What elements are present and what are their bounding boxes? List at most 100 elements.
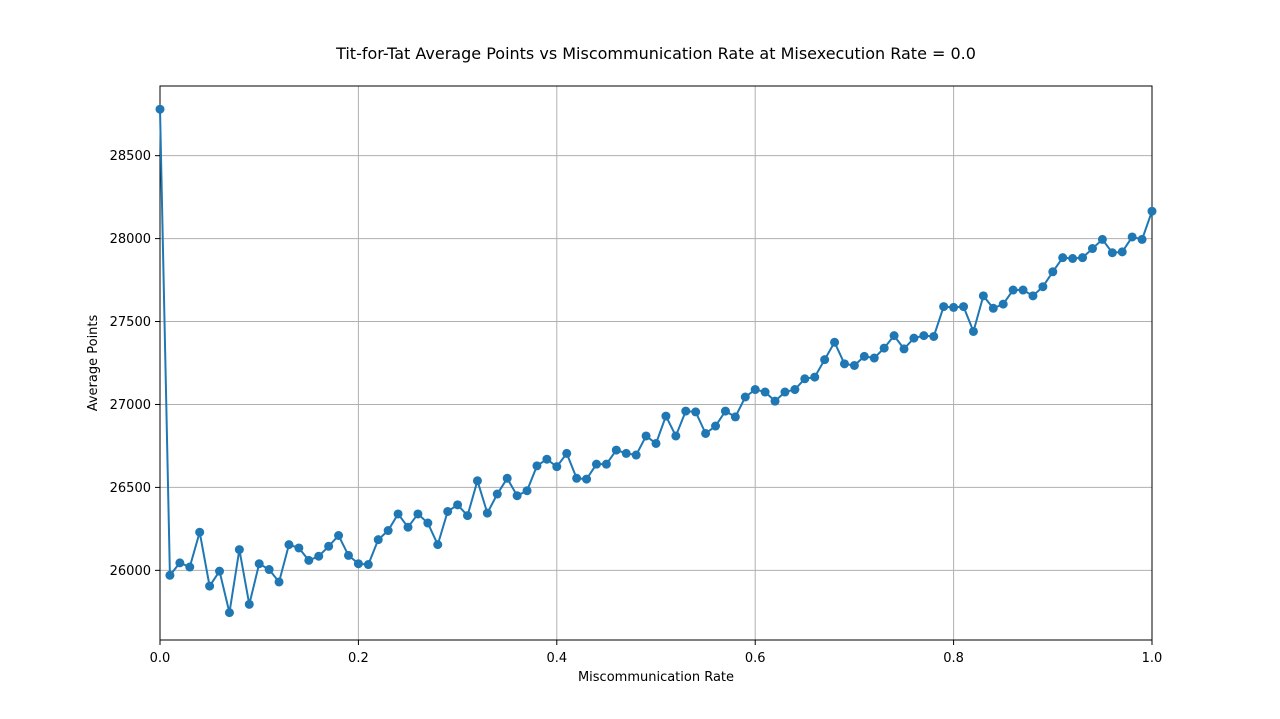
data-point	[949, 302, 959, 312]
data-point	[790, 385, 800, 395]
data-point	[572, 473, 582, 483]
data-point	[1008, 285, 1018, 295]
data-point	[1058, 253, 1068, 263]
data-point	[1068, 254, 1078, 263]
data-point	[502, 473, 512, 483]
data-point	[512, 491, 522, 501]
data-point	[1127, 232, 1137, 242]
data-point	[453, 500, 463, 510]
data-point	[770, 396, 780, 406]
x-tick-label: 0.4	[546, 651, 567, 666]
data-point	[889, 331, 899, 341]
data-point	[671, 431, 681, 441]
data-point	[562, 448, 572, 458]
data-point	[552, 462, 562, 472]
data-point	[393, 509, 403, 519]
y-tick-label: 26500	[110, 481, 151, 496]
y-axis-label: Average Points	[86, 314, 101, 411]
data-point	[403, 522, 413, 532]
data-point	[730, 412, 740, 422]
data-point	[760, 387, 770, 397]
y-tick-label: 27500	[110, 315, 151, 330]
data-point	[720, 406, 730, 416]
data-point	[1137, 234, 1147, 244]
data-point	[165, 570, 175, 580]
data-point	[274, 577, 284, 587]
data-point	[750, 385, 760, 395]
data-point	[482, 508, 492, 518]
data-point	[294, 543, 304, 553]
data-point	[334, 531, 344, 540]
x-tick-label: 0.2	[348, 651, 369, 666]
y-tick-label: 28500	[110, 149, 151, 164]
y-tick-label: 28000	[110, 232, 151, 247]
data-point	[909, 333, 919, 343]
data-point	[224, 608, 234, 618]
data-point	[899, 344, 909, 354]
data-point	[383, 526, 393, 536]
data-point	[304, 555, 314, 565]
data-point	[244, 599, 254, 609]
series-line	[159, 109, 1153, 613]
data-point	[849, 360, 859, 370]
data-point	[373, 535, 383, 545]
data-point	[651, 438, 661, 448]
data-point	[324, 541, 334, 551]
data-point	[830, 337, 840, 347]
data-point	[800, 374, 810, 384]
data-point	[701, 428, 711, 438]
data-point	[443, 506, 453, 516]
data-point	[691, 407, 701, 417]
data-point	[939, 302, 949, 312]
chart-title: Tit-for-Tat Average Points vs Miscommuni…	[335, 44, 976, 63]
data-point	[472, 476, 482, 486]
data-point	[661, 411, 671, 421]
data-point	[611, 445, 621, 455]
data-point	[1048, 267, 1058, 277]
data-point	[413, 509, 423, 519]
data-point	[1028, 291, 1038, 301]
data-point	[621, 448, 631, 458]
data-point	[542, 454, 552, 464]
data-point	[740, 392, 750, 402]
x-axis-label: Miscommunication Rate	[578, 670, 734, 685]
y-axis: 26000 26500 27000 27500 28000 28500	[110, 149, 160, 579]
data-point	[423, 518, 433, 528]
data-point	[810, 372, 820, 382]
data-point	[998, 299, 1008, 309]
data-point	[711, 421, 721, 431]
data-point	[215, 566, 225, 576]
data-point	[591, 459, 601, 469]
data-point	[314, 551, 324, 561]
data-point	[463, 511, 473, 521]
data-point	[631, 450, 641, 460]
data-point	[195, 527, 205, 537]
data-point	[780, 387, 790, 397]
y-tick-label: 26000	[110, 564, 151, 579]
data-point	[343, 550, 353, 560]
data-point	[1018, 285, 1028, 295]
data-point	[1087, 244, 1097, 254]
data-point	[879, 343, 889, 353]
data-point	[859, 351, 869, 361]
data-point	[1097, 234, 1107, 244]
data-point	[1107, 248, 1117, 258]
data-point	[532, 461, 542, 471]
data-point	[641, 431, 651, 441]
data-point	[363, 560, 373, 570]
data-point	[234, 545, 244, 555]
data-point	[839, 359, 849, 369]
data-point	[522, 486, 532, 496]
data-point	[254, 559, 264, 569]
data-point	[1117, 247, 1127, 257]
data-point	[1147, 206, 1157, 216]
y-tick-label: 27000	[110, 398, 151, 413]
data-point	[433, 540, 443, 550]
data-point	[929, 331, 939, 341]
data-point	[959, 302, 969, 312]
data-point	[1038, 282, 1048, 292]
data-point	[968, 326, 978, 336]
data-point	[681, 406, 691, 416]
data-point	[1078, 253, 1088, 263]
